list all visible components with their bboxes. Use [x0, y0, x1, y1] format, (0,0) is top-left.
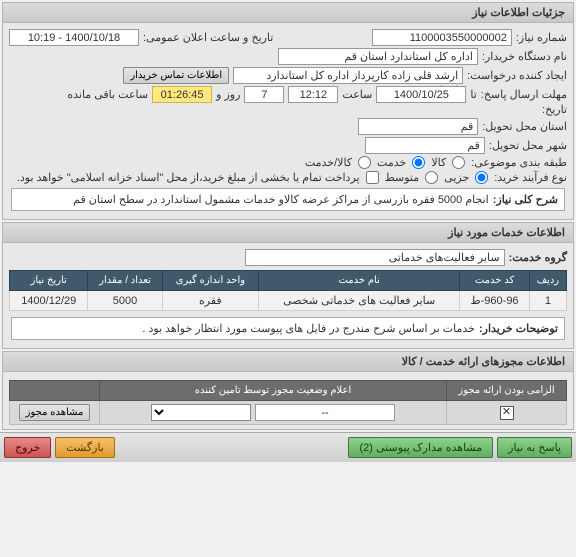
need-no-label: شماره نیاز:: [516, 31, 567, 44]
need-title-label: شرح کلی نیاز:: [493, 193, 558, 206]
buyer-org-label: نام دستگاه خریدار:: [482, 50, 567, 63]
category-label: طبقه بندی موضوعی:: [471, 156, 567, 169]
cell-unit: فقره: [162, 291, 259, 311]
cell-code: 960-96-ط: [460, 291, 530, 311]
col-name: نام خدمت: [259, 271, 460, 291]
city-label: شهر محل تحویل:: [489, 139, 567, 152]
services-header: اطلاعات خدمات مورد نیاز: [3, 223, 573, 243]
buyer-org-field: اداره کل استاندارد استان قم: [278, 48, 478, 65]
pt-partial-radio[interactable]: [475, 171, 488, 184]
city-field: قم: [365, 137, 485, 154]
view-license-button[interactable]: مشاهده مجوز: [19, 404, 91, 421]
exit-button[interactable]: خروج: [4, 437, 51, 458]
info-body: شماره نیاز: 1100003550000002 تاریخ و ساع…: [3, 23, 573, 219]
need-title-text: انجام 5000 فقره بازرسی از مراکز عرضه کال…: [73, 193, 489, 206]
buyer-note-box: توضیحات خریدار: خدمات بر اساس شرح مندرج …: [11, 317, 565, 340]
cat-service-radio[interactable]: [412, 156, 425, 169]
days-label: روز و: [216, 88, 240, 101]
reply-button[interactable]: پاسخ به نیاز: [497, 437, 572, 458]
col-date: تاریخ نیاز: [10, 271, 88, 291]
panel-title: جزئیات اطلاعات نیاز: [3, 3, 573, 23]
mandatory-checkbox: ✕: [500, 406, 514, 420]
footer-toolbar: پاسخ به نیاز مشاهده مدارک پیوستی (2) باز…: [0, 432, 576, 462]
cell-qty: 5000: [88, 291, 162, 311]
buyer-note-text: خدمات بر اساس شرح مندرج در فایل های پیوس…: [142, 322, 475, 335]
pt-medium-radio[interactable]: [425, 171, 438, 184]
status-value: --: [255, 404, 395, 421]
province-label: استان محل تحویل:: [482, 120, 567, 133]
cat-service-label: خدمت: [377, 156, 406, 169]
pub-datetime-label: تاریخ و ساعت اعلان عمومی:: [143, 31, 273, 44]
deadline-label: مهلت ارسال پاسخ:: [481, 88, 567, 101]
license-table: الزامی بودن ارائه مجوز اعلام وضعیت مجوز …: [9, 380, 567, 425]
need-desc-box: شرح کلی نیاز: انجام 5000 فقره بازرسی از …: [11, 188, 565, 211]
pub-datetime-field: 1400/10/18 - 10:19: [9, 29, 139, 46]
cat-both-label: کالا/خدمت: [305, 156, 352, 169]
col-unit: واحد اندازه گیری: [162, 271, 259, 291]
col-row: ردیف: [529, 271, 566, 291]
purchase-type-label: نوع فرآیند خرید:: [494, 171, 567, 184]
lc-col-action: [10, 381, 100, 401]
cell-rownum: 1: [529, 291, 566, 311]
cell-name: سایر فعالیت های خدماتی شخصی: [259, 291, 460, 311]
remain-label: ساعت باقی مانده: [67, 88, 148, 101]
main-panel: جزئیات اطلاعات نیاز شماره نیاز: 11000035…: [2, 2, 574, 220]
days-field: 7: [244, 86, 284, 103]
back-button[interactable]: بازگشت: [55, 437, 115, 458]
buyer-note-label: توضیحات خریدار:: [479, 322, 558, 335]
attachments-button[interactable]: مشاهده مدارک پیوستی (2): [348, 437, 493, 458]
time-label-1: ساعت: [342, 88, 372, 101]
col-code: کد خدمت: [460, 271, 530, 291]
services-panel: اطلاعات خدمات مورد نیاز گروه خدمت: سایر …: [2, 222, 574, 349]
license-row: ✕ -- مشاهده مجوز: [10, 401, 567, 425]
pt-medium-label: متوسط: [385, 171, 420, 184]
services-table: ردیف کد خدمت نام خدمت واحد اندازه گیری ت…: [9, 270, 567, 311]
cat-both-radio[interactable]: [358, 156, 371, 169]
treasury-checkbox[interactable]: [366, 171, 379, 184]
contact-info-button[interactable]: اطلاعات تماس خریدار: [123, 67, 229, 84]
need-no-field: 1100003550000002: [372, 29, 512, 46]
pt-partial-label: جزیی: [444, 171, 469, 184]
cat-goods-label: کالا: [431, 156, 446, 169]
deadline-date-field: 1400/10/25: [376, 86, 466, 103]
group-label: گروه خدمت:: [509, 251, 567, 264]
col-qty: تعداد / مقدار: [88, 271, 162, 291]
license-header: اطلاعات مجوزهای ارائه خدمت / کالا: [3, 352, 573, 372]
cat-goods-radio[interactable]: [452, 156, 465, 169]
lc-col-status: اعلام وضعیت مجوز توسط تامین کننده: [100, 381, 447, 401]
deadline-time-field: 12:12: [288, 86, 338, 103]
treasury-note: پرداخت تمام یا بخشی از مبلغ خرید،از محل …: [17, 171, 360, 184]
deadline-to-label: تا: [470, 88, 476, 101]
license-panel: اطلاعات مجوزهای ارائه خدمت / کالا الزامی…: [2, 351, 574, 430]
status-select[interactable]: [151, 404, 251, 421]
table-row[interactable]: 1 960-96-ط سایر فعالیت های خدماتی شخصی ف…: [10, 291, 567, 311]
province-field: قم: [358, 118, 478, 135]
cell-date: 1400/12/29: [10, 291, 88, 311]
lc-col-mandatory: الزامی بودن ارائه مجوز: [447, 381, 567, 401]
group-field: سایر فعالیت‌های خدماتی: [245, 249, 505, 266]
countdown-field: 01:26:45: [152, 86, 212, 103]
requester-label: ایجاد کننده درخواست:: [467, 69, 567, 82]
requester-field: ارشد قلی زاده کارپرداز اداره کل استاندار…: [233, 67, 463, 84]
